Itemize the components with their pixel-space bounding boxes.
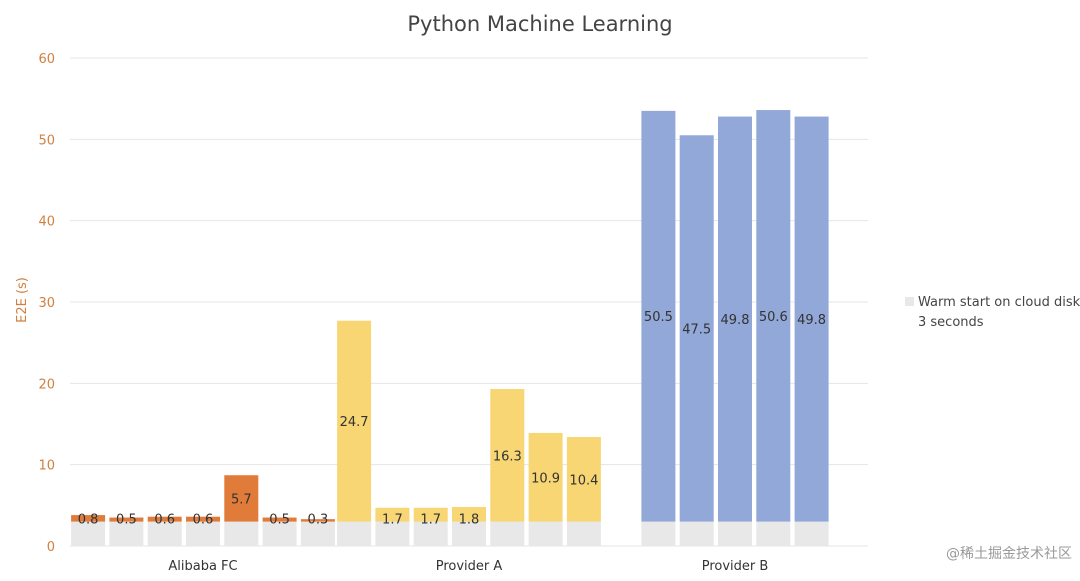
data-label: 1.7 — [420, 513, 441, 528]
bar-segment — [71, 515, 106, 522]
y-tick-label: 0 — [47, 540, 55, 555]
bar-base-segment — [794, 521, 829, 546]
data-label: 0.6 — [154, 513, 175, 528]
watermark: @稀土掘金技术社区 — [946, 546, 1072, 562]
x-tick-label: Provider A — [436, 559, 503, 574]
bar-segment — [413, 507, 448, 522]
data-label: 49.8 — [721, 313, 750, 328]
bar-base-segment — [71, 521, 106, 546]
bar-segment — [262, 517, 297, 522]
grid-lines — [70, 57, 868, 547]
data-label: 50.6 — [759, 310, 788, 325]
x-tick-label: Alibaba FC — [168, 559, 237, 574]
bar-segment — [641, 110, 676, 522]
bar-segment — [679, 135, 714, 522]
bar-segment — [566, 437, 601, 522]
bar-base-segment — [262, 521, 297, 546]
bar-base-segment — [528, 521, 563, 546]
bar-segment — [147, 516, 182, 522]
data-label: 0.3 — [308, 513, 329, 528]
bar-base-segment — [300, 521, 335, 546]
bars — [71, 110, 829, 546]
y-tick-label: 30 — [38, 296, 55, 311]
bar-base-segment — [641, 521, 676, 546]
bar-segment — [452, 506, 486, 522]
legend-label-line2: 3 seconds — [918, 315, 984, 330]
y-tick-label: 50 — [38, 133, 55, 148]
bar-segment — [490, 389, 525, 522]
bar-segment — [375, 507, 410, 522]
data-label: 16.3 — [493, 449, 522, 464]
data-label: 10.9 — [531, 471, 560, 486]
bar-base-segment — [679, 521, 714, 546]
data-label: 0.8 — [78, 513, 99, 528]
legend-label-line1: Warm start on cloud disk — [918, 295, 1080, 310]
bar-base-segment — [490, 521, 525, 546]
bar-segment — [528, 432, 563, 522]
bar-base-segment — [756, 521, 791, 546]
y-tick-label: 40 — [38, 215, 55, 230]
y-tick-label: 60 — [38, 52, 55, 67]
bar-segment — [756, 110, 791, 522]
bar-base-segment — [147, 521, 182, 546]
data-labels: 0.8 0.5 0.6 0.6 5.7 0.5 0.3 24.7 1.7 1.7 1.8 16.3 10… — [78, 310, 826, 528]
chart-title: Python Machine Learning — [407, 12, 672, 36]
bar-base-segment — [375, 521, 410, 546]
data-label: 1.7 — [382, 513, 403, 528]
data-label: 47.5 — [682, 322, 711, 337]
bar-base-segment — [566, 521, 601, 546]
legend: Warm start on cloud disk 3 seconds — [905, 295, 1080, 330]
bar-segment — [186, 516, 220, 522]
data-label: 0.5 — [116, 513, 137, 528]
legend-swatch — [905, 297, 914, 306]
x-tick-label: Provider B — [702, 559, 769, 574]
data-label: 0.6 — [193, 513, 214, 528]
y-tick-label: 20 — [38, 377, 55, 392]
bar-segment — [109, 517, 144, 522]
y-tick-label: 10 — [38, 459, 55, 474]
y-axis-label: E2E (s) — [15, 277, 30, 323]
data-label: 1.8 — [459, 513, 480, 528]
data-label: 5.7 — [231, 492, 252, 507]
bar-base-segment — [337, 521, 372, 546]
bar-base-segment — [413, 521, 448, 546]
bar-segment — [300, 519, 335, 522]
bar-base-segment — [452, 521, 486, 546]
bar-base-segment — [224, 521, 259, 546]
bar-segment — [224, 475, 259, 522]
data-label: 0.5 — [269, 513, 290, 528]
bar-segment — [718, 116, 752, 522]
bar-segment — [794, 116, 829, 522]
data-label: 49.8 — [797, 313, 826, 328]
bar-base-segment — [186, 521, 220, 546]
bar-base-segment — [109, 521, 144, 546]
y-axis: 0 10 20 30 40 50 60 — [38, 52, 55, 555]
data-label: 50.5 — [644, 310, 673, 325]
bar-base-segment — [718, 521, 752, 546]
data-label: 10.4 — [569, 473, 598, 488]
bar-segment — [337, 320, 372, 522]
data-label: 24.7 — [340, 415, 369, 430]
x-axis: Alibaba FC Provider A Provider B — [168, 559, 768, 574]
